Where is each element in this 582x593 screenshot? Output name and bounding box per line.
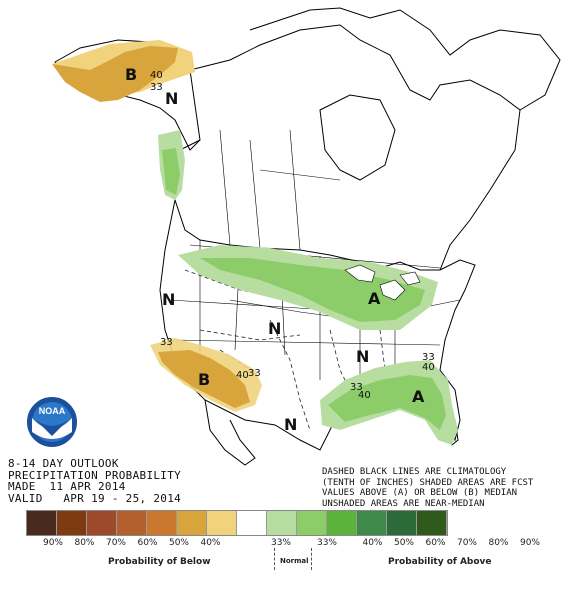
legend-swatch-7 xyxy=(237,511,267,535)
legend-swatch-8 xyxy=(267,511,297,535)
se-c33-label: 33 xyxy=(350,382,363,393)
legend-tick-0: 90% xyxy=(42,538,63,548)
note-line1: DASHED BLACK LINES ARE CLIMATOLOGY xyxy=(322,467,507,477)
precipitation-outlook-map: B N 40 33 N N N N B 33 40 33 A A 33 40 3… xyxy=(25,7,561,466)
outlook-line4: VALID APR 19 - 25, 2014 xyxy=(8,491,182,505)
legend-tick-3: 60% xyxy=(137,538,158,548)
southeast-normal-label: N xyxy=(356,347,369,366)
legend-swatch-10 xyxy=(327,511,357,535)
normal-divider-right xyxy=(311,548,313,570)
legend-swatch-1 xyxy=(57,511,87,535)
legend-tick-6: 33% xyxy=(270,538,291,548)
legend-tick-8: 40% xyxy=(362,538,383,548)
great-lakes-water xyxy=(344,264,421,301)
south-normal-label: N xyxy=(284,415,297,434)
legend-swatch-0 xyxy=(27,511,57,535)
normal-caption: Normal xyxy=(280,557,309,565)
great-lakes-above-label: A xyxy=(368,289,381,308)
legend-swatch-2 xyxy=(87,511,117,535)
note-line3: VALUES ABOVE (A) OR BELOW (B) MEDIAN xyxy=(322,488,518,498)
legend-ticks: 90% 80% 70% 60% 50% 40% 33% 33% 40% 50% 60% 70% 80% 9… xyxy=(26,538,540,550)
canada-outline xyxy=(169,24,521,271)
alaska-c40-label: 40 xyxy=(150,70,163,81)
mexico-outline xyxy=(204,399,256,466)
legend-swatch-12 xyxy=(387,511,417,535)
alaska-below-40 xyxy=(52,46,178,102)
legend-tick-12: 80% xyxy=(488,538,509,548)
alaska-below-label: B xyxy=(125,65,137,84)
legend-tick-10: 60% xyxy=(425,538,446,548)
alaska-c33-label: 33 xyxy=(150,82,163,93)
west-normal-label: N xyxy=(162,290,175,309)
se-c33b-label: 33 xyxy=(422,352,435,363)
legend-tick-4: 50% xyxy=(168,538,189,548)
sw-c40-label: 40 xyxy=(236,370,249,381)
legend-tick-2: 70% xyxy=(105,538,126,548)
se-c40b-label: 40 xyxy=(422,362,435,373)
alaska-normal-label: N xyxy=(165,89,178,108)
southwest-below-label: B xyxy=(198,370,210,389)
legend-note: DASHED BLACK LINES ARE CLIMATOLOGY (TENT… xyxy=(322,467,533,509)
legend-swatch-5 xyxy=(177,511,207,535)
legend-swatch-11 xyxy=(357,511,387,535)
arctic-islands-outline xyxy=(249,7,561,111)
legend-swatch-9 xyxy=(297,511,327,535)
normal-divider-left xyxy=(274,548,276,570)
below-caption: Probability of Below xyxy=(108,557,211,567)
legend-tick-5: 40% xyxy=(200,538,221,548)
sw-c33b-label: 33 xyxy=(248,368,261,379)
se-c40-label: 40 xyxy=(358,390,371,401)
noaa-logo: NOAA xyxy=(25,395,79,449)
legend-tick-7: 33% xyxy=(316,538,337,548)
hudson-bay-outline xyxy=(319,94,396,181)
legend-tick-9: 50% xyxy=(393,538,414,548)
great-lakes-above-40 xyxy=(200,258,425,322)
outlook-line2: PRECIPITATION PROBABILITY xyxy=(8,468,182,482)
above-caption: Probability of Above xyxy=(388,557,492,567)
legend-swatch-3 xyxy=(117,511,147,535)
legend-swatch-4 xyxy=(147,511,177,535)
note-line4: UNSHADED AREAS ARE NEAR-MEDIAN xyxy=(322,498,485,509)
legend-tick-13: 90% xyxy=(519,538,540,548)
sw-c33-label: 33 xyxy=(160,337,173,348)
southeast-above-label: A xyxy=(412,387,425,406)
outlook-info: 8-14 DAY OUTLOOK PRECIPITATION PROBABILI… xyxy=(8,458,181,504)
legend-tick-1: 80% xyxy=(74,538,95,548)
central-normal-label: N xyxy=(268,319,281,338)
legend-tick-11: 70% xyxy=(456,538,477,548)
southeast-above-40 xyxy=(328,375,446,430)
legend-swatch-6 xyxy=(207,511,237,535)
southwest-below-40 xyxy=(158,350,250,408)
outlook-line3: MADE 11 APR 2014 xyxy=(8,480,126,493)
outlook-line1: 8-14 DAY OUTLOOK xyxy=(8,457,119,470)
note-line2: (TENTH OF INCHES) SHADED AREAS ARE FCST xyxy=(322,477,534,488)
legend-swatch-13 xyxy=(417,511,447,535)
noaa-logo-text: NOAA xyxy=(39,406,66,416)
color-legend xyxy=(26,510,448,536)
pacific-nw-above-40 xyxy=(162,148,180,195)
